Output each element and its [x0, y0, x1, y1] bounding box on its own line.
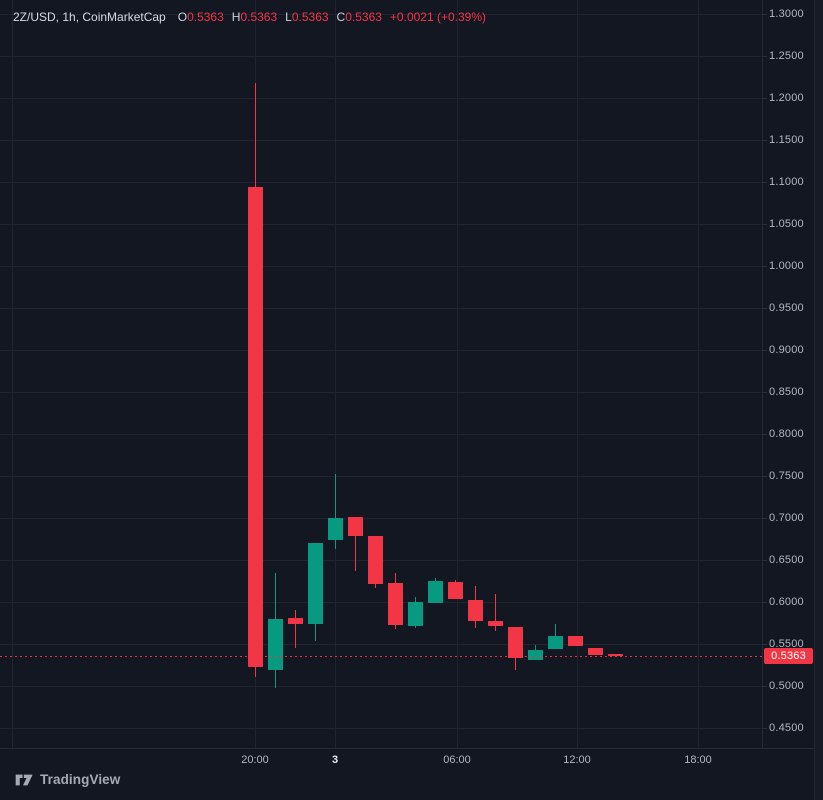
- current-price-line: [0, 656, 762, 657]
- candle-wick: [295, 610, 296, 649]
- horizontal-gridline: [0, 350, 762, 351]
- horizontal-gridline: [0, 182, 762, 183]
- horizontal-gridline: [0, 56, 762, 57]
- horizontal-gridline: [0, 728, 762, 729]
- horizontal-gridline: [0, 140, 762, 141]
- candle-up: [428, 581, 443, 603]
- vertical-gridline: [457, 0, 458, 748]
- current-price-badge: 0.5363: [764, 648, 813, 664]
- candle-down: [288, 618, 303, 624]
- candle-up: [408, 602, 423, 626]
- candle-down: [368, 536, 383, 584]
- candle-down: [608, 654, 623, 656]
- symbol-ohlc-bar: 2Z/USD, 1h, CoinMarketCap O0.5363 H0.536…: [13, 8, 486, 26]
- tradingview-logo-text: TradingView: [40, 772, 121, 787]
- horizontal-gridline: [0, 392, 762, 393]
- horizontal-gridline: [0, 266, 762, 267]
- horizontal-gridline: [0, 224, 762, 225]
- price-change: +0.0021 (+0.39%): [389, 10, 486, 24]
- symbol-title[interactable]: 2Z/USD, 1h, CoinMarketCap: [13, 10, 166, 24]
- tradingview-logo[interactable]: TradingView: [15, 772, 120, 787]
- candle-down: [508, 627, 523, 658]
- candle-up: [548, 636, 563, 649]
- candle-up: [268, 619, 283, 671]
- tradingview-icon: [15, 773, 34, 787]
- time-axis-border: [0, 748, 823, 749]
- candle-wick: [495, 594, 496, 631]
- candle-up: [528, 650, 543, 660]
- candle-down: [568, 636, 583, 646]
- price-axis-border: [762, 0, 763, 748]
- candle-down: [448, 582, 463, 599]
- vertical-gridline: [577, 0, 578, 748]
- right-edge-strip: [814, 0, 823, 800]
- candle-up: [308, 543, 323, 624]
- candle-down: [588, 648, 603, 655]
- horizontal-gridline: [0, 644, 762, 645]
- horizontal-gridline: [0, 602, 762, 603]
- high-value: H0.5363: [231, 10, 278, 24]
- candle-down: [468, 600, 483, 621]
- horizontal-gridline: [0, 686, 762, 687]
- horizontal-gridline: [0, 434, 762, 435]
- candle-down: [388, 583, 403, 625]
- vertical-gridline: [12, 0, 13, 748]
- candle-down: [248, 187, 263, 667]
- candle-wick: [355, 517, 356, 571]
- low-value: L0.5363: [285, 10, 329, 24]
- close-value: C0.5363: [336, 10, 382, 24]
- candle-up: [328, 518, 343, 540]
- candle-down: [348, 517, 363, 536]
- horizontal-gridline: [0, 518, 762, 519]
- horizontal-gridline: [0, 98, 762, 99]
- horizontal-gridline: [0, 308, 762, 309]
- candle-down: [488, 621, 503, 626]
- candle-wick: [335, 474, 336, 549]
- horizontal-gridline: [0, 14, 762, 15]
- open-value: O0.5363: [177, 10, 224, 24]
- vertical-gridline: [698, 0, 699, 748]
- horizontal-gridline: [0, 476, 762, 477]
- vertical-gridline: [335, 0, 336, 748]
